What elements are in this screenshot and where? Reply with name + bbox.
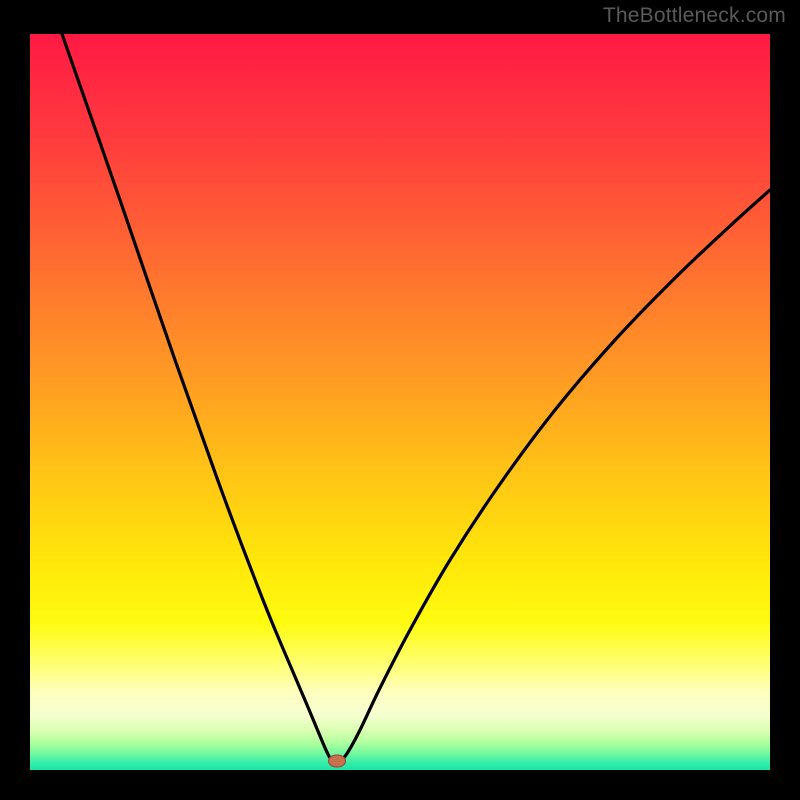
watermark-text: TheBottleneck.com: [603, 4, 786, 28]
bottleneck-chart: [0, 0, 800, 800]
chart-container: TheBottleneck.com: [0, 0, 800, 800]
gradient-background: [30, 34, 770, 770]
optimal-point-marker: [329, 755, 346, 767]
